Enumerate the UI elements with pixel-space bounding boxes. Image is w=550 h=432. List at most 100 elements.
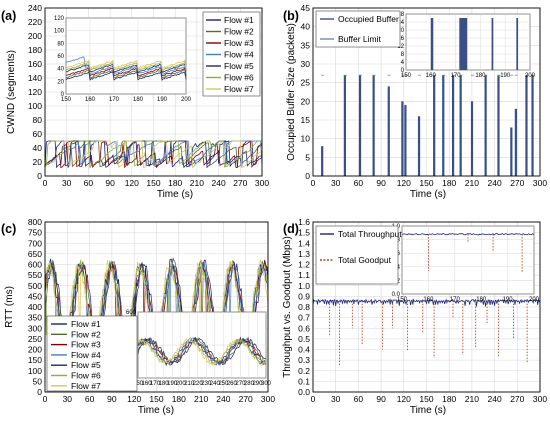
x-tick-label: 180 <box>172 394 186 404</box>
y-tick-label: 35 <box>301 40 311 50</box>
inset-y-tick-label: 600 <box>126 310 137 316</box>
inset-y-tick-label: 80 <box>57 41 64 47</box>
y-tick-label: 300 <box>28 323 42 333</box>
inset-series-line-5 <box>65 63 187 74</box>
legend-label: Flow #6 <box>71 371 101 381</box>
y-tick-label: 0 <box>305 171 310 181</box>
x-axis-label: Time (s) <box>410 405 446 416</box>
y-tick-label: 200 <box>28 31 42 41</box>
inset-y-tick-label: 40 <box>57 67 64 73</box>
legend-label: Flow #6 <box>224 73 254 83</box>
occupied-bar <box>433 75 436 176</box>
y-tick-label: 250 <box>28 334 42 344</box>
inset-background <box>401 225 535 295</box>
y-tick-label: 1.5 <box>298 228 310 238</box>
inset-x-tick-label: 290 <box>252 381 263 387</box>
y-axis-label: Throughput vs. Goodput (Mbps) <box>282 236 293 378</box>
y-tick-label: 50 <box>33 376 43 386</box>
y-tick-label: 0.0 <box>298 387 310 397</box>
x-tick-label: 0 <box>43 178 48 188</box>
legend-label-goodput: Total Goodput <box>338 255 392 265</box>
inset-plot: 150 160 170 180 190 200 0 20 40 60 80 100 120 <box>54 16 192 103</box>
y-tick-label: 0.7 <box>298 313 310 323</box>
inset-background <box>405 13 531 71</box>
legend-box <box>46 315 138 392</box>
legend-label: Flow #7 <box>224 84 254 94</box>
inset-x-tick-label: 300 <box>261 381 272 387</box>
legend-label: Flow #3 <box>71 340 101 350</box>
y-tick-label: 0.5 <box>298 334 310 344</box>
occupied-bar <box>343 75 346 176</box>
inset-x-tick-label: 210 <box>184 381 195 387</box>
inset-occupied-bar <box>491 18 494 70</box>
occupied-bar <box>358 75 362 176</box>
inset-x-tick-label: 190 <box>157 97 168 103</box>
panel-label: (d) <box>283 222 299 236</box>
x-tick-label: 90 <box>107 394 117 404</box>
plot-frame <box>44 7 263 177</box>
x-tick-label: 150 <box>419 178 433 188</box>
inset-x-tick-label: 230 <box>201 381 212 387</box>
x-axis-label: Time (s) <box>157 189 193 200</box>
x-tick-label: 240 <box>488 178 502 188</box>
occupied-bar <box>387 86 390 176</box>
inset-series-line-4 <box>65 56 187 76</box>
x-tick-label: 0 <box>43 394 48 404</box>
plot-frame <box>44 221 269 393</box>
y-tick-label: 45 <box>301 3 311 13</box>
occupied-bar <box>321 146 324 176</box>
x-tick-label: 270 <box>510 394 524 404</box>
occupied-bar <box>497 75 500 176</box>
legend: Total Throughput Total Goodput <box>315 225 402 285</box>
x-tick-label: 210 <box>190 178 204 188</box>
inset-x-tick-label: 170 <box>450 297 461 303</box>
x-tick-label: 270 <box>233 178 247 188</box>
y-tick-label: 800 <box>28 217 42 227</box>
x-tick-label: 30 <box>62 178 72 188</box>
y-tick-label: 180 <box>28 45 42 55</box>
x-tick-label: 120 <box>397 178 411 188</box>
x-tick-label: 150 <box>146 178 160 188</box>
y-tick-label: 100 <box>28 101 42 111</box>
y-axis-label: Occupied Buffer Size (packets) <box>286 23 297 161</box>
x-tick-label: 180 <box>442 394 456 404</box>
inset-y-tick-label: 120 <box>54 16 65 22</box>
occupied-bar <box>514 108 517 176</box>
inset-series-line-1 <box>65 70 187 81</box>
inset-y-tick-label: 0 <box>61 92 65 98</box>
x-tick-label: 270 <box>510 178 524 188</box>
y-tick-label: 1.1 <box>298 270 310 280</box>
x-tick-label: 60 <box>85 394 95 404</box>
inset-x-tick-label: 220 <box>193 381 204 387</box>
y-tick-label: 650 <box>28 249 42 259</box>
inset-occupied-bar <box>430 18 434 70</box>
x-tick-label: 90 <box>376 178 386 188</box>
inset-x-tick-label: 200 <box>525 73 536 79</box>
occupied-bar <box>451 75 455 176</box>
inset-x-tick-label: 160 <box>142 381 153 387</box>
occupied-bar <box>459 75 462 176</box>
legend-label: Flow #2 <box>71 329 101 339</box>
y-tick-label: 0.6 <box>298 323 310 333</box>
y-tick-label: 220 <box>28 17 42 27</box>
inset-y-tick-label: 20 <box>397 28 404 34</box>
plot-frame <box>312 7 541 177</box>
x-tick-label: 120 <box>127 394 141 404</box>
inset-y-tick-label: 20 <box>57 79 64 85</box>
throughput-line <box>312 298 541 307</box>
y-tick-label: 0.4 <box>298 345 310 355</box>
occupied-bar <box>525 75 528 176</box>
inset-y-tick-label: 16 <box>397 36 404 42</box>
inset-x-tick-label: 170 <box>451 73 462 79</box>
y-tick-label: 0 <box>37 171 42 181</box>
x-axis-label: Time (s) <box>138 405 174 416</box>
x-tick-label: 0 <box>311 178 316 188</box>
x-tick-label: 60 <box>84 178 94 188</box>
occupied-bar <box>470 101 474 176</box>
plot-frame <box>312 221 541 393</box>
inset-occupied-bar <box>516 18 519 70</box>
inset-x-tick-label: 160 <box>426 73 437 79</box>
legend-label: Flow #3 <box>224 38 254 48</box>
